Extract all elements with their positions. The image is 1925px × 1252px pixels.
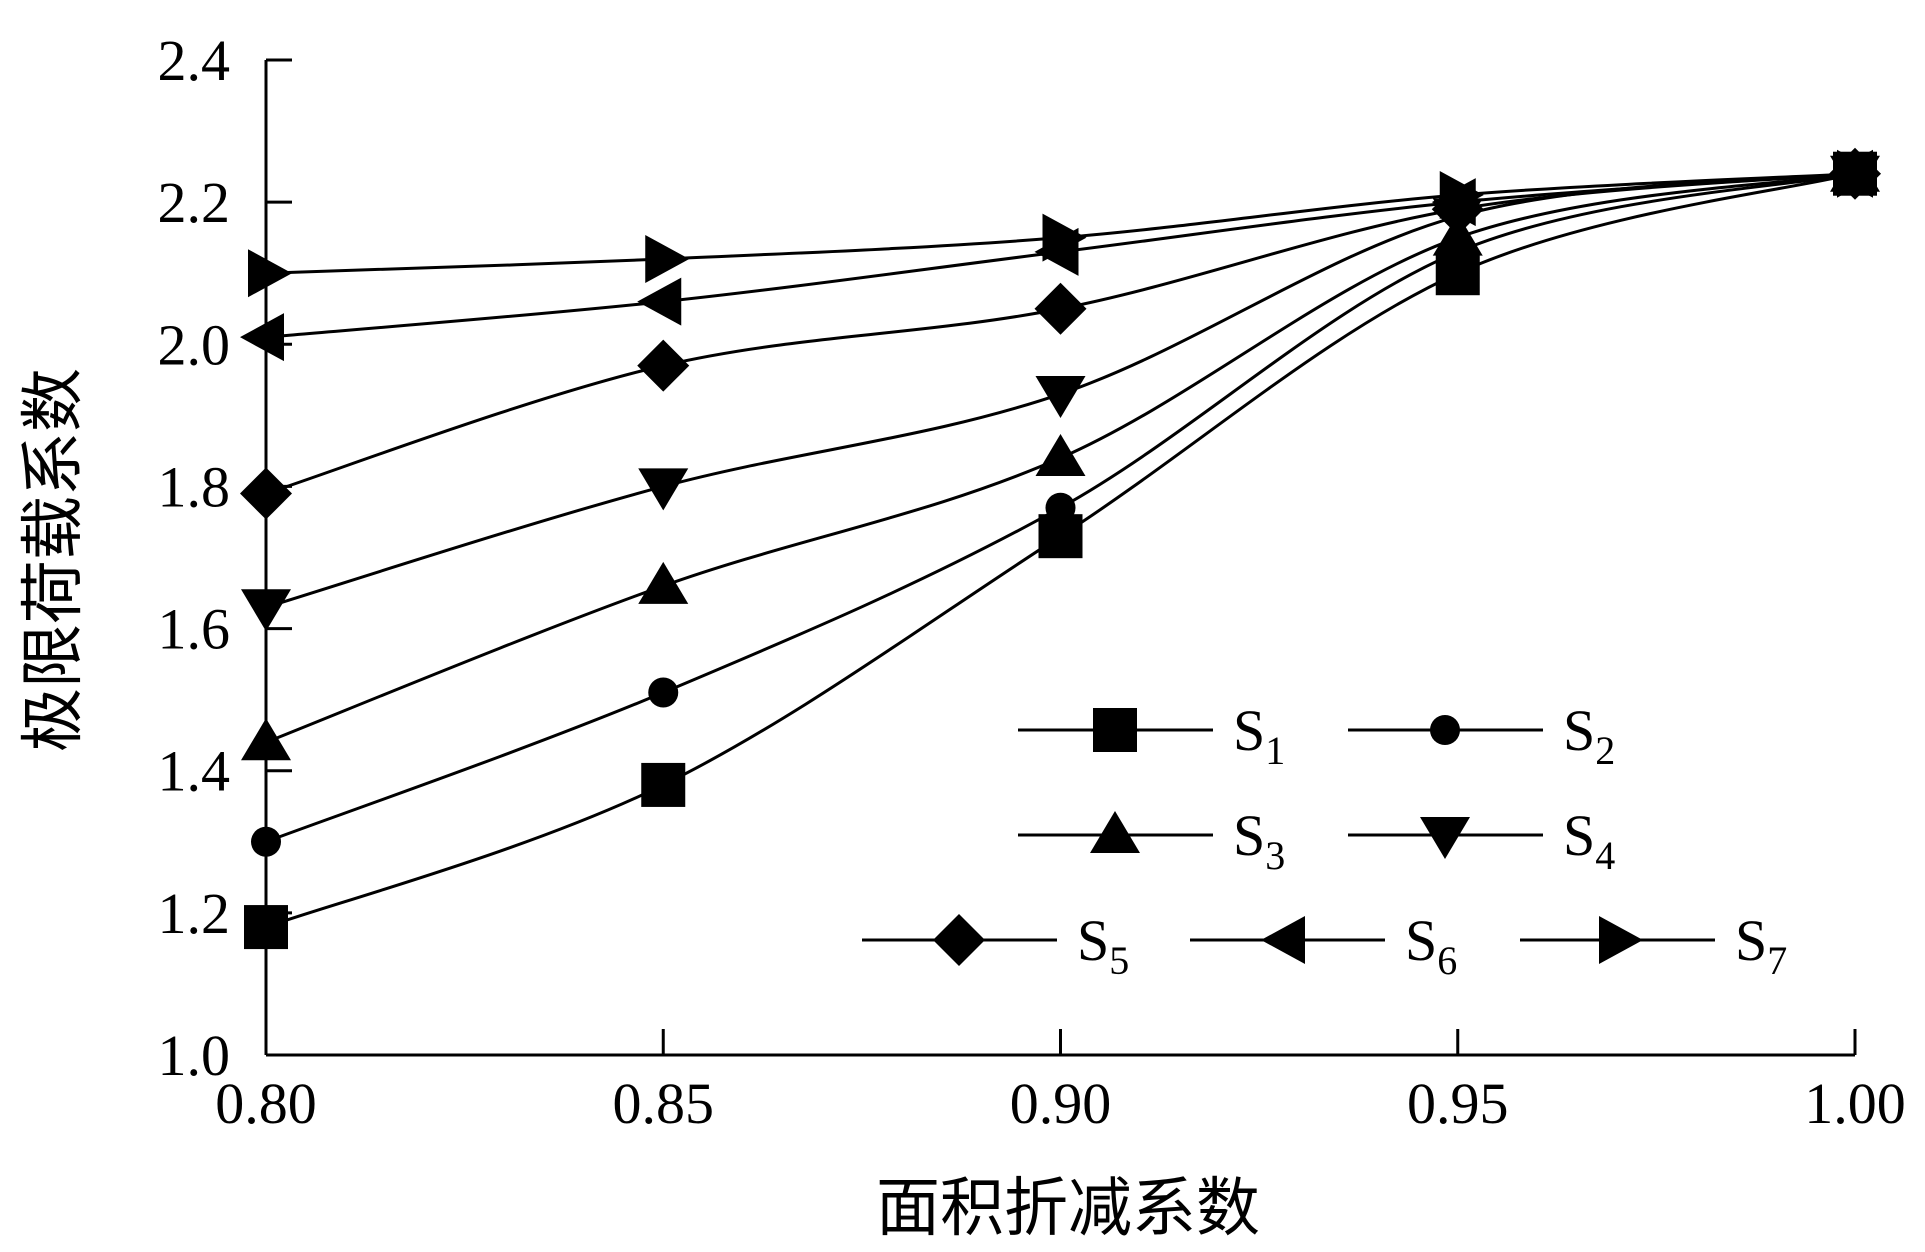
legend-label: S4 (1563, 803, 1615, 878)
legend-label: S5 (1077, 908, 1129, 983)
data-point (638, 561, 689, 604)
legend-marker (1430, 715, 1460, 745)
legend-item-s1: S1 (1018, 698, 1285, 773)
data-point (645, 235, 690, 283)
x-axis-title: 面积折减系数 (876, 1172, 1260, 1246)
y-tick-label: 2.0 (158, 312, 231, 377)
data-point (240, 467, 292, 520)
y-tick-label: 1.0 (158, 1023, 231, 1088)
series-layer (240, 147, 1881, 950)
legend-label: S6 (1405, 908, 1457, 983)
legend-marker (1599, 916, 1643, 964)
legend-marker (1261, 916, 1305, 964)
data-point (248, 249, 292, 298)
series-s3 (241, 149, 1880, 761)
data-point (244, 905, 288, 950)
legend-marker (1420, 817, 1470, 859)
y-axis-title: 极限荷载系数 (17, 368, 91, 752)
data-point (1045, 492, 1076, 523)
x-tick-label: 0.80 (215, 1071, 317, 1136)
legend-item-s3: S3 (1018, 803, 1285, 878)
y-tick-label: 1.6 (158, 597, 231, 662)
legend-marker (933, 914, 985, 966)
data-point (240, 313, 284, 362)
legend-item-s6: S6 (1190, 908, 1457, 983)
legend-item-s4: S4 (1348, 803, 1615, 878)
x-tick-label: 1.00 (1804, 1071, 1906, 1136)
data-point (648, 677, 679, 708)
data-point (1035, 434, 1086, 476)
axes: 1.0 1.2 1.4 1.6 1.8 2.0 2.2 2.4 0.80 0.85 0.90 0.95… (158, 28, 1906, 1136)
data-point (1035, 376, 1086, 419)
data-point (637, 277, 682, 326)
legend-item-s5: S5 (862, 908, 1129, 983)
data-point (1034, 282, 1087, 335)
y-tick-label: 1.8 (158, 454, 231, 519)
data-point (1439, 171, 1484, 220)
series-s7 (248, 149, 1881, 298)
y-tick-label: 2.4 (158, 28, 231, 93)
data-point (1837, 149, 1881, 198)
data-point (241, 589, 291, 632)
data-point (641, 762, 686, 807)
x-tick-label: 0.85 (613, 1071, 715, 1136)
x-tick-label: 0.95 (1407, 1071, 1509, 1136)
series-s1 (244, 151, 1877, 950)
legend-label: S3 (1233, 803, 1285, 878)
x-tick-label: 0.90 (1010, 1071, 1112, 1136)
legend-label: S1 (1233, 698, 1285, 773)
legend: S1 S2 S3 S4 S5 S6 S7 (862, 698, 1787, 983)
data-point (251, 826, 281, 857)
legend-label: S7 (1735, 908, 1787, 983)
y-tick-label: 2.2 (158, 170, 231, 235)
y-tick-label: 1.4 (158, 739, 231, 804)
legend-marker (1093, 708, 1137, 752)
data-point (241, 718, 291, 761)
legend-item-s2: S2 (1348, 698, 1615, 773)
data-point (637, 339, 690, 392)
data-point (638, 468, 689, 511)
y-tick-label: 1.2 (158, 881, 231, 946)
legend-marker (1090, 811, 1140, 853)
data-point (1042, 213, 1087, 262)
legend-item-s7: S7 (1520, 908, 1787, 983)
legend-label: S2 (1563, 698, 1615, 773)
